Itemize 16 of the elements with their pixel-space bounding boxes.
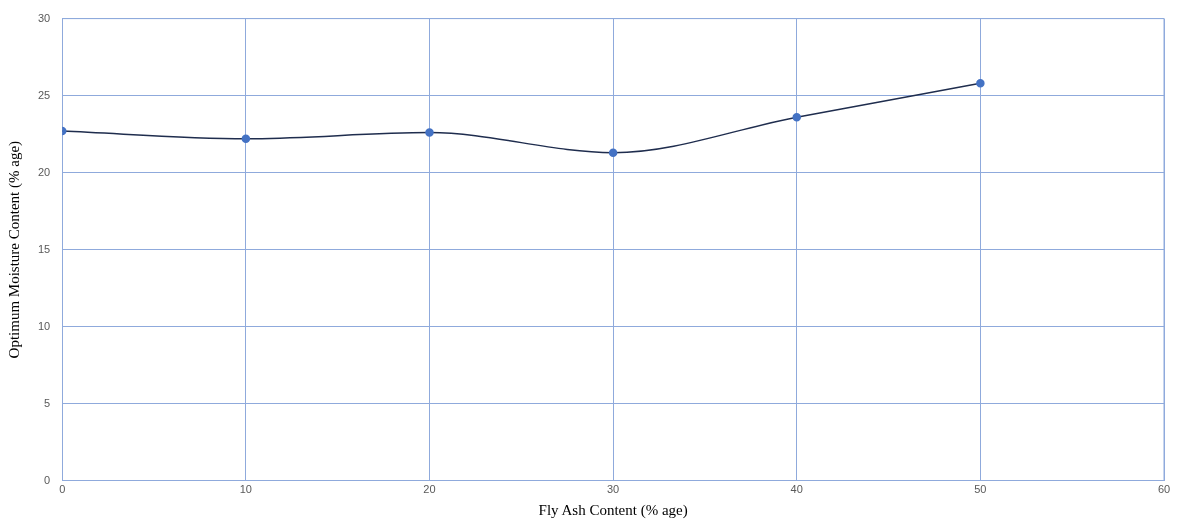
x-tick-label: 20 — [423, 483, 436, 496]
x-tick-label: 60 — [1157, 483, 1171, 496]
y-tick-label: 5 — [44, 396, 51, 409]
x-tick-label: 30 — [606, 483, 620, 496]
x-tick-label: 50 — [974, 483, 987, 496]
y-tick-label: 10 — [37, 319, 51, 332]
y-axis-title: Optimum Moisture Content (% age) — [5, 140, 23, 359]
x-tick-label: 0 — [59, 483, 66, 496]
x-tick-label: 40 — [790, 483, 803, 496]
x-axis-title: Fly Ash Content (% age) — [538, 501, 688, 519]
y-tick-label: 20 — [37, 165, 51, 178]
y-tick-label: 25 — [37, 88, 51, 101]
y-tick-label: 15 — [37, 242, 51, 255]
x-tick-label: 10 — [239, 483, 252, 496]
y-tick-label: 0 — [44, 473, 51, 486]
y-tick-label: 30 — [37, 11, 51, 24]
